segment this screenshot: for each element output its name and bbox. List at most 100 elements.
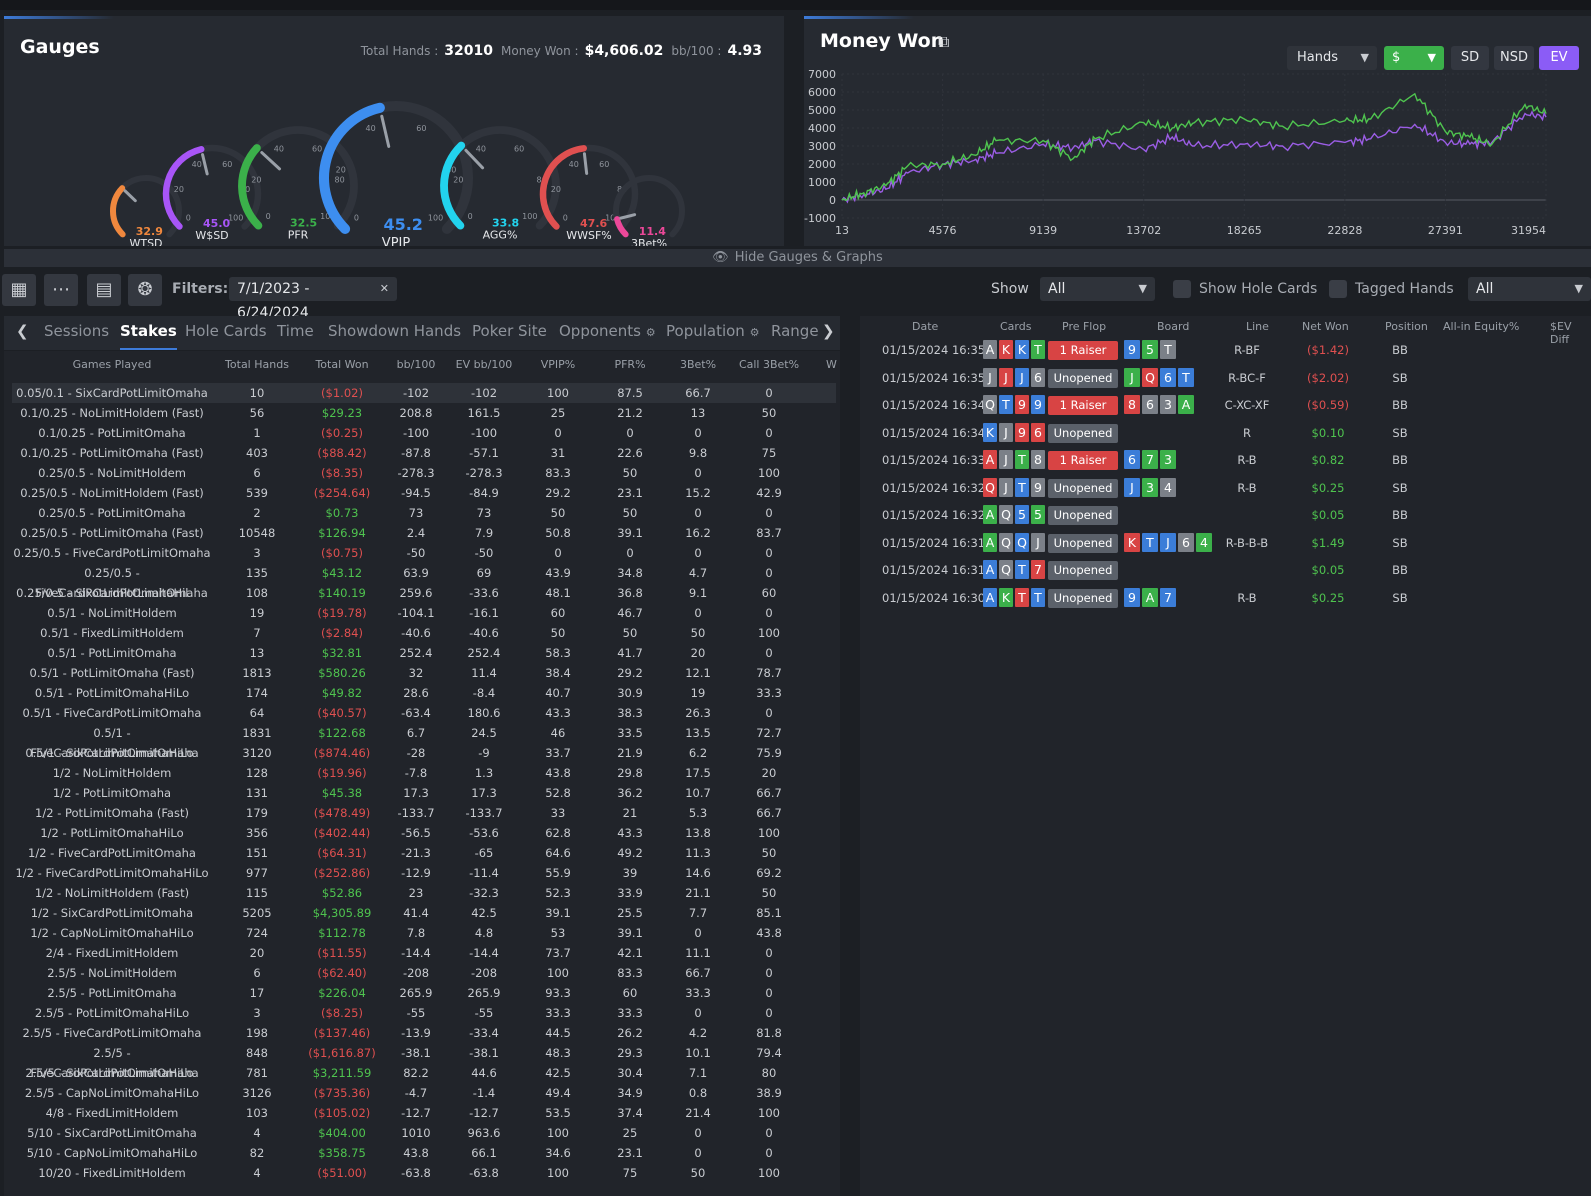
sd-button[interactable]: SD [1451, 46, 1489, 70]
hand-row[interactable]: 01/15/2024 16:35 J J J 6 Unopened J Q 6 T R-BC-F ($… [860, 367, 1591, 396]
hand-row[interactable]: 01/15/2024 16:32 A Q 5 5 Unopened $0.05 BB [860, 505, 1591, 533]
col-header[interactable]: Total Won [315, 358, 369, 371]
table-row[interactable]: 2.5/5 - PotLimitOmahaHiLo 3 ($8.25) -55 -55 3… [12, 1003, 836, 1023]
tab-time[interactable]: Time [277, 322, 314, 340]
table-row[interactable]: 1/2 - FiveCardPotLimitOmaha 151 ($64.31) -2… [12, 843, 836, 863]
table-row[interactable]: 0.5/1 - PotLimitOmahaHiLo 174 $49.82 28.6 -8… [12, 683, 836, 703]
table-row[interactable]: 1/2 - NoLimitHoldem 128 ($19.96) -7.8 1.3 43.… [12, 763, 836, 783]
col-header[interactable]: Total Hands [225, 358, 289, 371]
date-range-filter[interactable]: 7/1/2023 - 6/24/2024 ✕ [229, 277, 397, 321]
gear-icon[interactable]: ⚙ [749, 326, 760, 339]
table-row[interactable]: 0.5/1 - FiveCardPotLimitOmahaHiLo 1831 $12… [12, 723, 836, 760]
tab-showdown-hands[interactable]: Showdown Hands [328, 322, 462, 340]
table-row[interactable]: 5/10 - CapNoLimitOmahaHiLo 82 $358.75 43.8 6… [12, 1143, 836, 1163]
col-header[interactable]: Position [1385, 320, 1428, 333]
unit-select[interactable]: $ ▼ [1384, 46, 1444, 70]
table-row[interactable]: 1/2 - NoLimitHoldem (Fast) 115 $52.86 23 -32… [12, 883, 836, 903]
col-header[interactable]: VPIP% [540, 358, 576, 371]
table-row[interactable]: 0.25/0.5 - FiveCardPotLimitOmahaHil 135 $4… [12, 563, 836, 600]
tab-population[interactable]: Population ⚙ [666, 322, 759, 340]
table-row[interactable]: 0.25/0.5 - PotLimitOmaha (Fast) 10548 $126… [12, 523, 836, 543]
tab-range[interactable]: Range [771, 322, 819, 340]
col-header[interactable]: Line [1246, 320, 1269, 333]
table-row[interactable]: 0.5/1 - FiveCardPotLimitOmaha 64 ($40.57) -… [12, 703, 836, 723]
hand-row[interactable]: 01/15/2024 16:30 A K T T Unopened 9 A 7 R-B $0.25 S… [860, 587, 1591, 616]
hand-row[interactable]: 01/15/2024 16:32 Q J T 9 Unopened J 3 4 R-B $0.25 S… [860, 477, 1591, 506]
col-header[interactable]: Date [912, 320, 939, 333]
table-row[interactable]: 0.05/0.1 - SixCardPotLimitOmaha 10 ($1.02)… [12, 383, 836, 403]
x-mode-select[interactable]: Hands ▼ [1287, 46, 1377, 70]
chevron-left-icon[interactable]: ❮ [16, 322, 29, 340]
table-row[interactable]: 0.25/0.5 - NoLimitHoldem 6 ($8.35) -278.3 -2… [12, 463, 836, 483]
table-row[interactable]: 4/8 - FixedLimitHoldem 103 ($105.02) -12.7 -… [12, 1103, 836, 1123]
table-row[interactable]: 2.5/5 - NoLimitHoldem 6 ($62.40) -208 -208 10… [12, 963, 836, 983]
table-row[interactable]: 1/2 - CapNoLimitOmahaHiLo 724 $112.78 7.8 4.… [12, 923, 836, 943]
layout-icon[interactable]: ▤ [87, 274, 121, 306]
table-row[interactable]: 10/20 - FixedLimitHoldem 4 ($51.00) -63.8 -6… [12, 1163, 836, 1183]
tab-opponents[interactable]: Opponents ⚙ [559, 322, 656, 340]
col-header[interactable]: Call 3Bet% [738, 358, 800, 371]
table-row[interactable]: 2.5/5 - FiveCardPotLimitOmahaHiLo 848 ($1,… [12, 1043, 836, 1080]
col-header[interactable]: EV bb/100 [455, 358, 513, 371]
col-header[interactable]: Cards [1000, 320, 1032, 333]
table-row[interactable]: 0.5/1 - FixedLimitHoldem 7 ($2.84) -40.6 -40… [12, 623, 836, 643]
show-select[interactable]: All ▼ [1040, 277, 1155, 301]
col-header[interactable]: Games Played [72, 358, 152, 371]
table-row[interactable]: 0.25/0.5 - SixCardPotLimitOmaha 108 $140.1… [12, 583, 836, 603]
tab-poker-site[interactable]: Poker Site [472, 322, 547, 340]
grid-icon[interactable]: ⋯ [44, 274, 78, 306]
nsd-button[interactable]: NSD [1494, 46, 1534, 70]
table-row[interactable]: 1/2 - PotLimitOmaha (Fast) 179 ($478.49) -1… [12, 803, 836, 823]
hand-row[interactable]: 01/15/2024 16:33 A J T 8 1 Raiser 6 7 3 R-B $0.82 B… [860, 450, 1591, 478]
table-row[interactable]: 1/2 - SixCardPotLimitOmaha 5205 $4,305.89 4… [12, 903, 836, 923]
tagged-hands-checkbox[interactable] [1329, 280, 1347, 298]
ev-button[interactable]: EV [1539, 46, 1579, 70]
col-header[interactable]: $EV Diff [1550, 320, 1572, 346]
table-row[interactable]: 2.5/5 - SixCardPotLimitOmaha 781 $3,211.59… [12, 1063, 836, 1083]
col-header[interactable]: PFR% [614, 358, 646, 371]
table-row[interactable]: 0.1/0.25 - NoLimitHoldem (Fast) 56 $29.23 2… [12, 403, 836, 423]
hide-gauges-toggle[interactable]: 👁 Hide Gauges & Graphs [4, 249, 1591, 267]
hand-row[interactable]: 01/15/2024 16:35 A K K T 1 Raiser 9 5 T R-BF ($1.4… [860, 340, 1591, 368]
tab-sessions[interactable]: Sessions [44, 322, 110, 340]
tab-stakes[interactable]: Stakes [120, 322, 177, 350]
table-row[interactable]: 0.5/1 - PotLimitOmaha 13 $32.81 252.4 252.4 5… [12, 643, 836, 663]
col-header[interactable]: Pre Flop [1062, 320, 1107, 333]
table-row[interactable]: 0.25/0.5 - NoLimitHoldem (Fast) 539 ($254.… [12, 483, 836, 503]
gauge-vpip[interactable]: 0 20 40 60 80 100 45.2 VPIP [318, 100, 474, 246]
external-link-icon[interactable]: ⧉ [938, 32, 950, 51]
hand-row[interactable]: 01/15/2024 16:34 K J 9 6 Unopened R $0.10 SB [860, 422, 1591, 451]
tab-hole-cards[interactable]: Hole Cards [185, 322, 267, 340]
table-row[interactable]: 2/4 - FixedLimitHoldem 20 ($11.55) -14.4 -14… [12, 943, 836, 963]
close-icon[interactable]: ✕ [379, 282, 389, 295]
hand-row[interactable]: 01/15/2024 16:31 A Q T 7 Unopened $0.05 BB [860, 560, 1591, 588]
hand-row[interactable]: 01/15/2024 16:34 Q T 9 9 1 Raiser 8 6 3 A C-XC-XF(… [860, 395, 1591, 423]
table-row[interactable]: 2.5/5 - FiveCardPotLimitOmaha 198 ($137.46… [12, 1023, 836, 1043]
table-row[interactable]: 1/2 - PotLimitOmaha 131 $45.38 17.3 17.3 52.8… [12, 783, 836, 803]
show-hole-cards-checkbox[interactable] [1173, 280, 1191, 298]
table-row[interactable]: 2.5/5 - PotLimitOmaha 17 $226.04 265.9 265.9… [12, 983, 836, 1003]
col-header[interactable]: W [826, 358, 837, 371]
col-header[interactable]: 3Bet% [679, 358, 717, 371]
gear-icon[interactable]: ⚙ [645, 326, 656, 339]
table-row[interactable]: 2.5/5 - CapNoLimitOmahaHiLo 3126 ($735.36)… [12, 1083, 836, 1103]
hand-row[interactable]: 01/15/2024 16:31 A Q Q J Unopened K T J 6 4 R-B-B-B… [860, 532, 1591, 561]
table-row[interactable]: 0.5/1 - SixCardPotLimitOmaha 3120 ($874.46… [12, 743, 836, 763]
calculator-icon[interactable]: ▦ [2, 274, 36, 306]
chevron-right-icon[interactable]: ❯ [822, 322, 835, 340]
table-row[interactable]: 0.25/0.5 - FiveCardPotLimitOmaha 3 ($0.75)… [12, 543, 836, 563]
table-row[interactable]: 0.1/0.25 - PotLimitOmaha 1 ($0.25) -100 -100… [12, 423, 836, 443]
poker-chip-icon[interactable]: ❂ [128, 274, 162, 306]
col-header[interactable]: bb/100 [396, 358, 436, 371]
table-row[interactable]: 5/10 - SixCardPotLimitOmaha 4 $404.00 1010 9… [12, 1123, 836, 1143]
col-header[interactable]: Board [1157, 320, 1190, 333]
table-row[interactable]: 0.5/1 - NoLimitHoldem 19 ($19.78) -104.1 -16… [12, 603, 836, 623]
table-row[interactable]: 1/2 - FiveCardPotLimitOmahaHiLo 977 ($252.… [12, 863, 836, 883]
table-row[interactable]: 0.1/0.25 - PotLimitOmaha (Fast) 403 ($88.4… [12, 443, 836, 463]
